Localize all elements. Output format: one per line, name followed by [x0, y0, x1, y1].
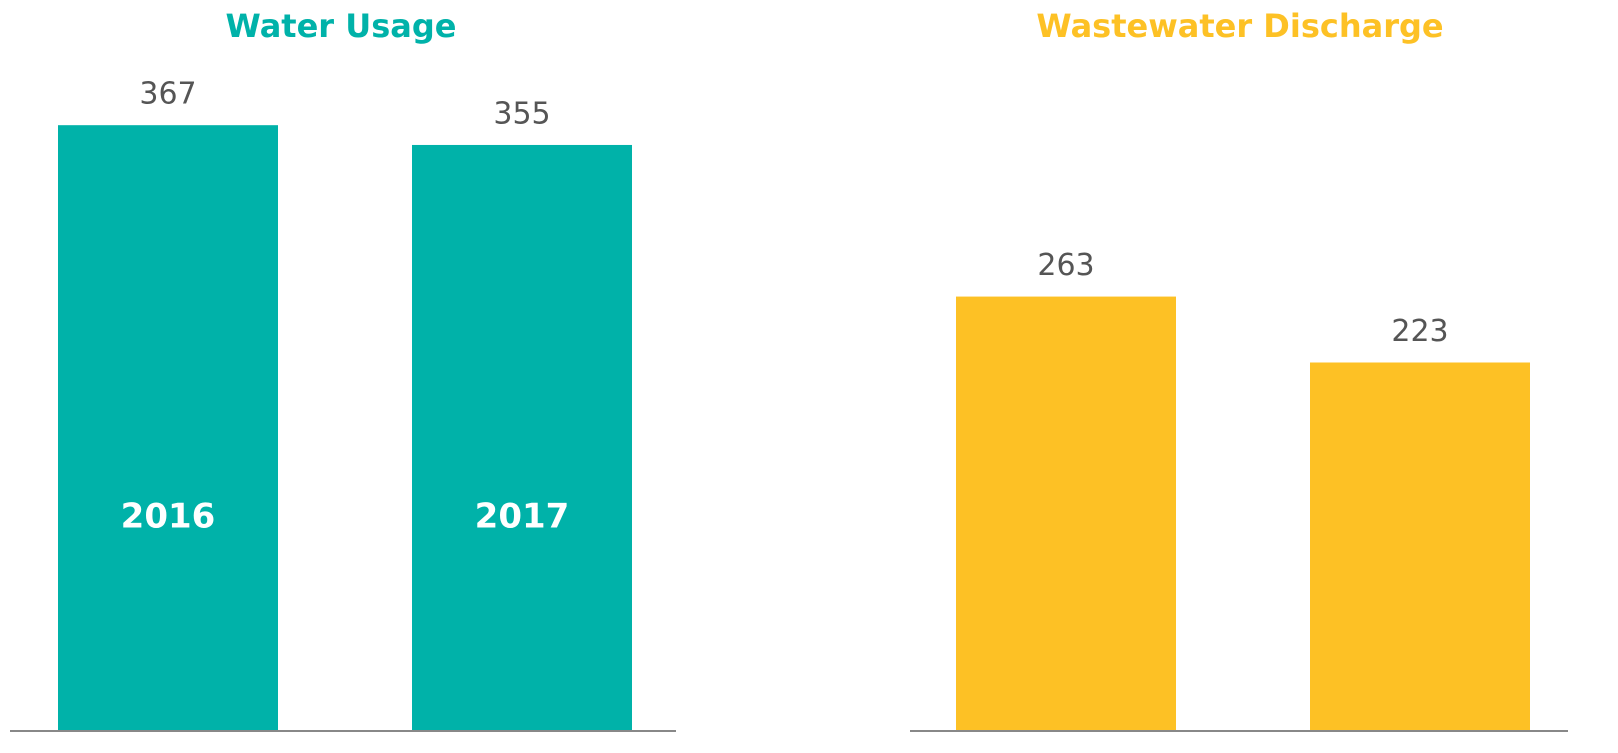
value-label: 223 [1391, 314, 1448, 349]
chart-title: Wastewater Discharge [1036, 7, 1443, 45]
bar [58, 125, 278, 730]
value-label: 355 [493, 96, 550, 131]
bar [1310, 362, 1530, 730]
chart-title: Water Usage [226, 7, 457, 45]
bar [956, 296, 1176, 730]
category-label: 2017 [475, 497, 570, 537]
value-label: 367 [139, 77, 196, 112]
value-label: 263 [1037, 248, 1094, 283]
bar [412, 144, 632, 730]
category-label: 2016 [121, 497, 216, 537]
